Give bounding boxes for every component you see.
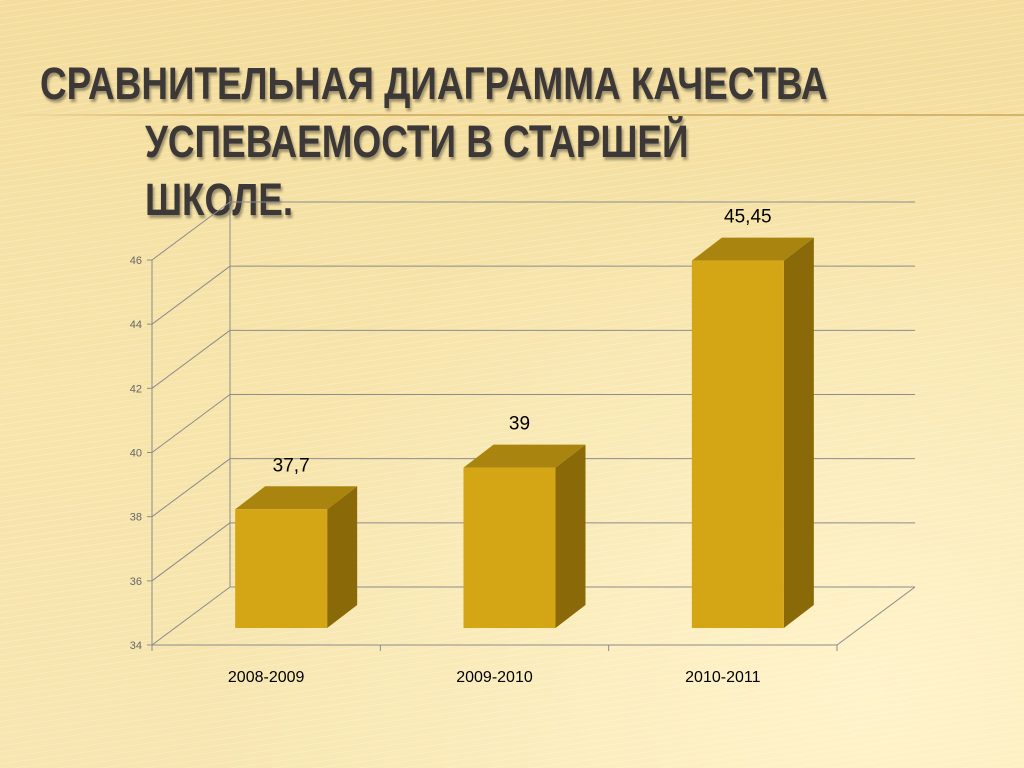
title-divider [0,114,1024,116]
title-line-1: Сравнительная диаграмма качества [40,58,828,109]
bar-top [691,237,814,261]
y-tick-label: 40 [130,448,142,460]
category-labels: 2008-2009 2009-2010 2010-2011 [228,669,761,686]
data-label: 37,7 [273,455,310,476]
gridline-side [151,394,231,453]
bar-side [783,237,814,629]
bar [235,509,328,628]
data-label: 39 [509,414,530,435]
y-tick-labels: 34 36 38 40 42 44 46 [130,255,142,652]
bars [235,237,814,629]
gridline-side [151,586,231,646]
bar-top [235,486,358,510]
bar [463,467,556,628]
data-labels: 37,7 39 45,45 [273,207,772,477]
gridline-side [151,522,231,582]
bar [691,260,784,628]
title-line-2: успеваемости в старшей школе. [144,116,689,225]
y-tick-label: 44 [130,319,142,331]
y-tick-label: 46 [130,255,142,267]
gridline-side [151,201,231,261]
axes [147,196,916,651]
category-label: 2009-2010 [456,669,533,686]
gridline-side [151,265,231,325]
bar-side [327,486,358,628]
y-tick-label: 36 [130,576,142,588]
y-tick-label: 42 [130,383,142,395]
bar-side [555,444,586,628]
gridline-side [151,458,231,518]
floor-edge-right [836,586,916,646]
gridline-side [151,329,231,389]
data-label: 45,45 [724,207,772,228]
category-label: 2010-2011 [685,669,760,686]
category-label: 2008-2009 [228,669,305,686]
bar-top [463,444,586,468]
slide-title: Сравнительная диаграмма качества успевае… [40,55,835,229]
y-tick-label: 34 [130,640,142,652]
y-tick-label: 38 [130,512,142,524]
